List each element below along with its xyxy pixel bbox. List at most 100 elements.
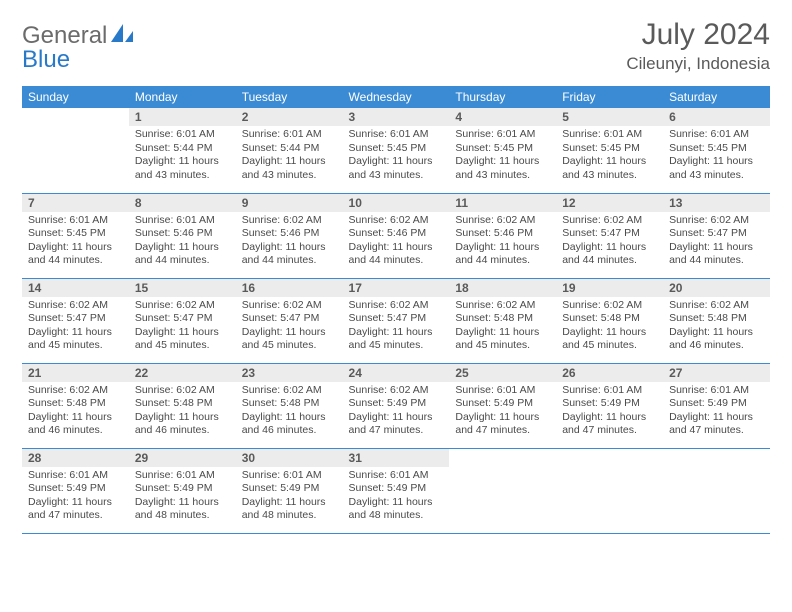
daylight-text: Daylight: 11 hours — [135, 496, 230, 510]
sunset-text: Sunset: 5:49 PM — [562, 397, 657, 411]
day-number: 19 — [556, 279, 663, 297]
sunset-text: Sunset: 5:49 PM — [242, 482, 337, 496]
calendar-cell — [556, 448, 663, 533]
daylight-text: Daylight: 11 hours — [562, 326, 657, 340]
day-details: Sunrise: 6:01 AMSunset: 5:49 PMDaylight:… — [449, 382, 556, 443]
daylight-text: and 44 minutes. — [455, 254, 550, 268]
weekday-header: Saturday — [663, 86, 770, 108]
day-details: Sunrise: 6:02 AMSunset: 5:47 PMDaylight:… — [129, 297, 236, 358]
sunset-text: Sunset: 5:49 PM — [455, 397, 550, 411]
sunrise-text: Sunrise: 6:02 AM — [28, 384, 123, 398]
day-details: Sunrise: 6:02 AMSunset: 5:46 PMDaylight:… — [449, 212, 556, 273]
sunrise-text: Sunrise: 6:01 AM — [135, 469, 230, 483]
day-details: Sunrise: 6:01 AMSunset: 5:44 PMDaylight:… — [129, 126, 236, 187]
sunrise-text: Sunrise: 6:01 AM — [669, 384, 764, 398]
daylight-text: and 46 minutes. — [135, 424, 230, 438]
sunrise-text: Sunrise: 6:02 AM — [562, 214, 657, 228]
sunrise-text: Sunrise: 6:01 AM — [562, 384, 657, 398]
sunset-text: Sunset: 5:46 PM — [242, 227, 337, 241]
day-details: Sunrise: 6:01 AMSunset: 5:45 PMDaylight:… — [343, 126, 450, 187]
daylight-text: and 46 minutes. — [28, 424, 123, 438]
calendar-cell: 6Sunrise: 6:01 AMSunset: 5:45 PMDaylight… — [663, 108, 770, 193]
calendar-cell: 19Sunrise: 6:02 AMSunset: 5:48 PMDayligh… — [556, 278, 663, 363]
sunset-text: Sunset: 5:49 PM — [135, 482, 230, 496]
daylight-text: Daylight: 11 hours — [242, 326, 337, 340]
day-details: Sunrise: 6:01 AMSunset: 5:49 PMDaylight:… — [556, 382, 663, 443]
day-details: Sunrise: 6:02 AMSunset: 5:49 PMDaylight:… — [343, 382, 450, 443]
calendar-cell: 29Sunrise: 6:01 AMSunset: 5:49 PMDayligh… — [129, 448, 236, 533]
calendar-cell: 11Sunrise: 6:02 AMSunset: 5:46 PMDayligh… — [449, 193, 556, 278]
calendar-cell: 3Sunrise: 6:01 AMSunset: 5:45 PMDaylight… — [343, 108, 450, 193]
sunrise-text: Sunrise: 6:02 AM — [349, 384, 444, 398]
day-details: Sunrise: 6:01 AMSunset: 5:49 PMDaylight:… — [663, 382, 770, 443]
calendar-cell: 31Sunrise: 6:01 AMSunset: 5:49 PMDayligh… — [343, 448, 450, 533]
day-details: Sunrise: 6:01 AMSunset: 5:45 PMDaylight:… — [556, 126, 663, 187]
daylight-text: Daylight: 11 hours — [28, 411, 123, 425]
sunrise-text: Sunrise: 6:02 AM — [562, 299, 657, 313]
calendar-cell: 12Sunrise: 6:02 AMSunset: 5:47 PMDayligh… — [556, 193, 663, 278]
calendar-cell — [22, 108, 129, 193]
day-details: Sunrise: 6:01 AMSunset: 5:45 PMDaylight:… — [663, 126, 770, 187]
calendar-cell: 5Sunrise: 6:01 AMSunset: 5:45 PMDaylight… — [556, 108, 663, 193]
day-number: 25 — [449, 364, 556, 382]
logo-text-blue-wrap: Blue — [22, 46, 70, 74]
sunset-text: Sunset: 5:47 PM — [28, 312, 123, 326]
sunrise-text: Sunrise: 6:01 AM — [242, 469, 337, 483]
day-number: 23 — [236, 364, 343, 382]
sunset-text: Sunset: 5:49 PM — [349, 397, 444, 411]
daylight-text: and 43 minutes. — [349, 169, 444, 183]
day-number: 7 — [22, 194, 129, 212]
weekday-header: Thursday — [449, 86, 556, 108]
sunset-text: Sunset: 5:48 PM — [135, 397, 230, 411]
sunrise-text: Sunrise: 6:02 AM — [135, 299, 230, 313]
calendar-cell: 9Sunrise: 6:02 AMSunset: 5:46 PMDaylight… — [236, 193, 343, 278]
daylight-text: and 45 minutes. — [28, 339, 123, 353]
daylight-text: and 48 minutes. — [135, 509, 230, 523]
day-number: 16 — [236, 279, 343, 297]
daylight-text: and 47 minutes. — [349, 424, 444, 438]
sunset-text: Sunset: 5:48 PM — [242, 397, 337, 411]
calendar-cell — [449, 448, 556, 533]
calendar-head: Sunday Monday Tuesday Wednesday Thursday… — [22, 86, 770, 108]
calendar-cell: 22Sunrise: 6:02 AMSunset: 5:48 PMDayligh… — [129, 363, 236, 448]
daylight-text: Daylight: 11 hours — [28, 326, 123, 340]
sunrise-text: Sunrise: 6:01 AM — [135, 128, 230, 142]
daylight-text: Daylight: 11 hours — [242, 241, 337, 255]
daylight-text: Daylight: 11 hours — [349, 155, 444, 169]
sunset-text: Sunset: 5:47 PM — [562, 227, 657, 241]
sunset-text: Sunset: 5:48 PM — [28, 397, 123, 411]
daylight-text: Daylight: 11 hours — [562, 241, 657, 255]
daylight-text: Daylight: 11 hours — [455, 411, 550, 425]
calendar-cell: 4Sunrise: 6:01 AMSunset: 5:45 PMDaylight… — [449, 108, 556, 193]
daylight-text: and 45 minutes. — [562, 339, 657, 353]
calendar-cell: 26Sunrise: 6:01 AMSunset: 5:49 PMDayligh… — [556, 363, 663, 448]
daylight-text: and 47 minutes. — [562, 424, 657, 438]
daylight-text: Daylight: 11 hours — [28, 496, 123, 510]
day-details: Sunrise: 6:01 AMSunset: 5:46 PMDaylight:… — [129, 212, 236, 273]
sunrise-text: Sunrise: 6:02 AM — [349, 299, 444, 313]
daylight-text: Daylight: 11 hours — [349, 411, 444, 425]
day-details: Sunrise: 6:02 AMSunset: 5:46 PMDaylight:… — [236, 212, 343, 273]
daylight-text: Daylight: 11 hours — [669, 411, 764, 425]
day-details: Sunrise: 6:01 AMSunset: 5:49 PMDaylight:… — [129, 467, 236, 528]
calendar-cell — [663, 448, 770, 533]
daylight-text: Daylight: 11 hours — [242, 411, 337, 425]
sunset-text: Sunset: 5:45 PM — [669, 142, 764, 156]
daylight-text: Daylight: 11 hours — [28, 241, 123, 255]
day-details: Sunrise: 6:02 AMSunset: 5:48 PMDaylight:… — [236, 382, 343, 443]
calendar-week-row: 14Sunrise: 6:02 AMSunset: 5:47 PMDayligh… — [22, 278, 770, 363]
calendar-cell: 30Sunrise: 6:01 AMSunset: 5:49 PMDayligh… — [236, 448, 343, 533]
daylight-text: and 43 minutes. — [455, 169, 550, 183]
calendar-cell: 20Sunrise: 6:02 AMSunset: 5:48 PMDayligh… — [663, 278, 770, 363]
day-number — [22, 108, 129, 126]
day-details: Sunrise: 6:01 AMSunset: 5:49 PMDaylight:… — [343, 467, 450, 528]
day-number: 14 — [22, 279, 129, 297]
daylight-text: Daylight: 11 hours — [669, 326, 764, 340]
daylight-text: and 44 minutes. — [562, 254, 657, 268]
daylight-text: and 45 minutes. — [349, 339, 444, 353]
day-number: 27 — [663, 364, 770, 382]
sunset-text: Sunset: 5:46 PM — [455, 227, 550, 241]
sunset-text: Sunset: 5:49 PM — [28, 482, 123, 496]
day-number — [449, 449, 556, 467]
sunrise-text: Sunrise: 6:02 AM — [455, 214, 550, 228]
